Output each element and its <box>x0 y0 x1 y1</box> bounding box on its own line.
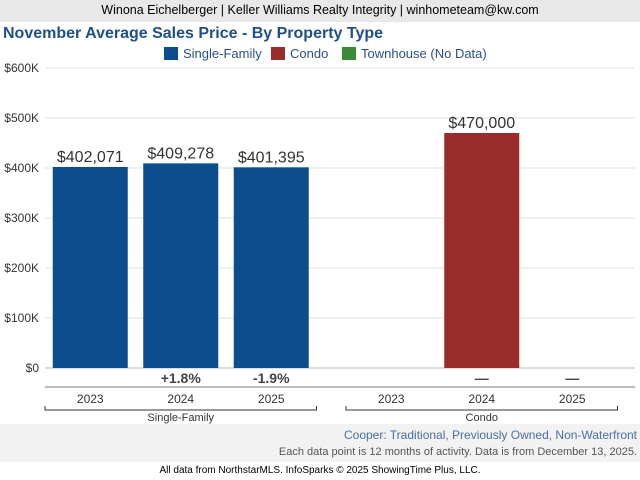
bar-value-label: $401,395 <box>238 149 305 166</box>
header-text: Winona Eichelberger | Keller Williams Re… <box>101 3 539 17</box>
x-tick-label: 2023 <box>77 392 104 406</box>
legend-label: Townhouse (No Data) <box>361 46 487 61</box>
bar <box>233 167 309 368</box>
footer-subtitle: Cooper: Traditional, Previously Owned, N… <box>343 428 637 442</box>
header-bar <box>0 0 640 22</box>
change-label: -1.9% <box>253 370 290 386</box>
y-tick-label: $500K <box>4 111 39 125</box>
y-tick-label: $300K <box>4 211 39 225</box>
y-tick-label: $200K <box>4 261 39 275</box>
change-label: +1.8% <box>161 370 202 386</box>
bar-value-label: $470,000 <box>448 115 515 132</box>
x-tick-label: 2023 <box>378 392 405 406</box>
chart-canvas: $0 $100K $200K $300K $400K $500K $600K $402,071… <box>4 61 635 424</box>
footer-band <box>0 424 640 462</box>
group-label: Single-Family <box>147 412 214 424</box>
x-tick-label: 2024 <box>167 392 194 406</box>
legend-swatch <box>164 47 178 60</box>
y-tick-label: $600K <box>4 61 39 75</box>
group-bracket <box>345 406 618 411</box>
bar <box>52 166 128 368</box>
change-label: — <box>475 370 489 386</box>
legend-label: Single-Family <box>183 46 262 61</box>
footer-note: Each data point is 12 months of activity… <box>278 446 637 458</box>
x-tick-label: 2025 <box>258 392 285 406</box>
legend-swatch <box>271 47 285 60</box>
y-tick-label: $0 <box>26 361 40 375</box>
x-tick-label: 2025 <box>559 392 586 406</box>
bar-value-label: $409,278 <box>147 145 214 162</box>
legend-swatch <box>342 47 356 60</box>
chart-title: November Average Sales Price - By Proper… <box>3 25 384 42</box>
y-tick-label: $400K <box>4 161 39 175</box>
y-tick-label: $100K <box>4 311 39 325</box>
legend-label: Condo <box>290 46 329 61</box>
change-label: — <box>565 370 579 386</box>
group-label: Condo <box>466 412 498 424</box>
bar-value-label: $402,071 <box>57 149 124 166</box>
bar <box>444 133 520 368</box>
footer-credit: All data from NorthstarMLS. InfoSparks ©… <box>159 465 481 476</box>
x-tick-label: 2024 <box>468 392 495 406</box>
group-bracket <box>44 406 317 411</box>
legend: Single-Family Condo Townhouse (No Data) <box>0 46 640 62</box>
bar <box>143 163 219 368</box>
